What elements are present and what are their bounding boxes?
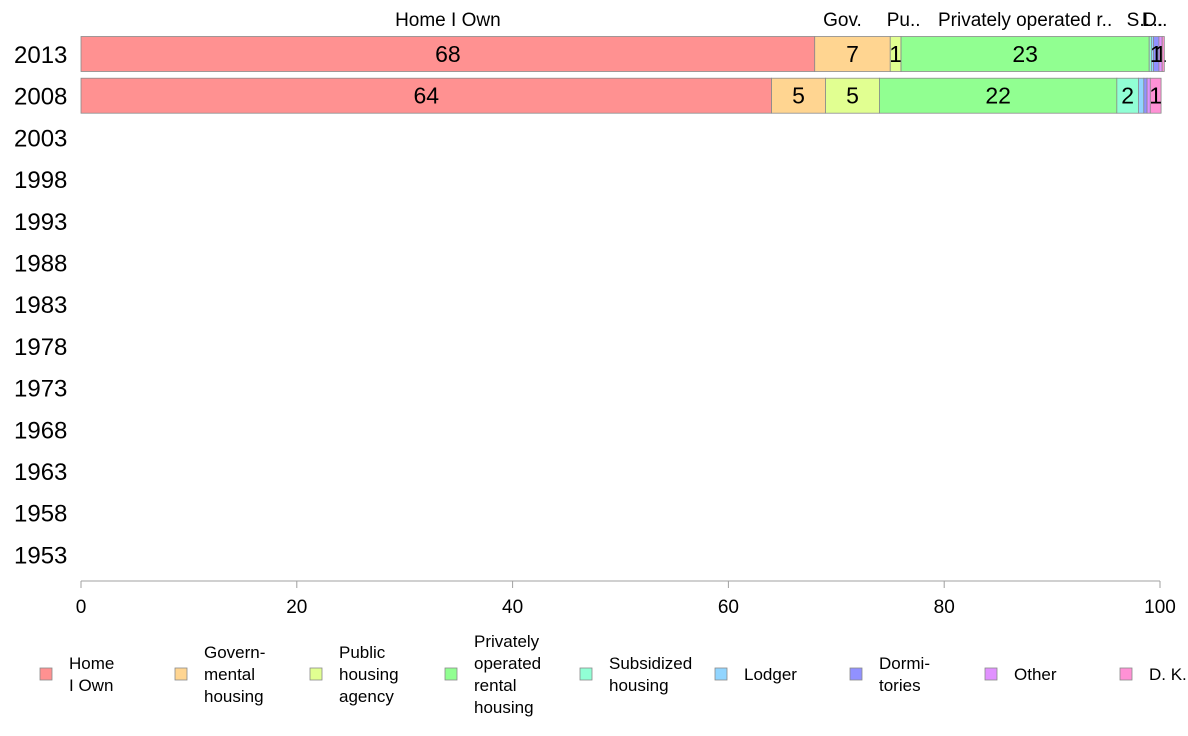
bar-segment <box>825 77 880 114</box>
bar-segment <box>1143 77 1148 114</box>
legend: Home I Own Govern-mental housing Public hous… <box>39 632 1187 717</box>
legend-label: Dormi- <box>879 654 930 673</box>
legend-label: housing <box>204 687 264 706</box>
legend-label: Other <box>1014 665 1057 684</box>
year-label: 2008 <box>14 84 67 111</box>
bar-segment <box>879 77 1118 114</box>
legend-label: Subsidized <box>609 654 692 673</box>
data-label: 1 <box>1154 41 1167 67</box>
year-label: 1993 <box>14 209 67 236</box>
year-labels: 2013 2008 2003 1998 1993 1988 1983 1978 1973 1968… <box>14 42 67 569</box>
year-label: 1968 <box>14 417 67 444</box>
legend-label: agency <box>339 687 394 706</box>
category-label: D.. <box>1143 10 1167 31</box>
legend-swatch <box>174 667 188 681</box>
legend-label: rental <box>474 676 517 695</box>
legend-swatch <box>39 667 53 681</box>
category-label: Pu.. <box>887 10 921 31</box>
legend-label: housing <box>609 676 669 695</box>
data-label: 5 <box>792 83 805 109</box>
year-label: 1963 <box>14 459 67 486</box>
year-label: 1973 <box>14 376 67 403</box>
x-axis: 0 20 40 60 80 100 <box>76 580 1176 618</box>
x-tick-label: 60 <box>718 597 739 618</box>
legend-label: housing <box>339 665 399 684</box>
year-label: 1978 <box>14 334 67 361</box>
year-label: 1983 <box>14 292 67 319</box>
legend-label: D. K. <box>1149 665 1187 684</box>
data-label: 5 <box>846 83 859 109</box>
data-label: 1 <box>1149 83 1162 109</box>
legend-label: Public <box>339 643 386 662</box>
year-label: 1988 <box>14 251 67 278</box>
legend-swatch <box>849 667 863 681</box>
legend-label: Lodger <box>744 665 797 684</box>
data-label: 2 <box>1121 83 1134 109</box>
legend-swatch <box>444 667 458 681</box>
data-label: 68 <box>435 41 461 67</box>
legend-label: Privately <box>474 632 540 651</box>
bar-segment <box>1161 36 1165 72</box>
category-label: S.. <box>1127 10 1150 31</box>
legend-label: Govern- <box>204 643 265 662</box>
bar-segment <box>1138 77 1145 114</box>
legend-label: I Own <box>69 676 113 695</box>
year-label: 1953 <box>14 542 67 569</box>
bar-segment <box>900 36 1150 72</box>
legend-swatch <box>984 667 998 681</box>
data-label: 23 <box>1012 41 1038 67</box>
data-label: 22 <box>985 83 1011 109</box>
bar-segment <box>771 77 826 114</box>
legend-label: mental <box>204 665 255 684</box>
x-tick-label: 100 <box>1144 597 1176 618</box>
category-label: L.. <box>1142 10 1163 31</box>
x-tick-label: 40 <box>502 597 523 618</box>
category-label: Privately operated r.. <box>938 10 1112 31</box>
year-label: 2003 <box>14 125 67 152</box>
x-tick-label: 20 <box>286 597 307 618</box>
category-top-labels: Home I Own Gov. Pu.. Privately operated r..… <box>395 10 1167 31</box>
bar-segment <box>80 77 772 114</box>
year-label: 1998 <box>14 167 67 194</box>
category-label: Gov. <box>823 10 862 31</box>
data-label: 1 <box>889 41 902 67</box>
year-label: 1958 <box>14 501 67 528</box>
year-label: 2013 <box>14 42 67 69</box>
legend-label: Home <box>69 654 114 673</box>
bar-segment <box>1149 77 1162 114</box>
legend-swatch <box>714 667 728 681</box>
legend-swatch <box>309 667 323 681</box>
x-tick-label: 80 <box>934 597 955 618</box>
legend-label: tories <box>879 676 921 695</box>
bar-segment <box>80 36 816 72</box>
category-label: Home I Own <box>395 10 501 31</box>
legend-label: housing <box>474 698 534 717</box>
data-label: 7 <box>846 41 859 67</box>
legend-swatch <box>579 667 593 681</box>
data-label: 64 <box>413 83 439 109</box>
legend-label: operated <box>474 654 541 673</box>
legend-swatch <box>1119 667 1133 681</box>
x-tick-label: 0 <box>76 597 87 618</box>
